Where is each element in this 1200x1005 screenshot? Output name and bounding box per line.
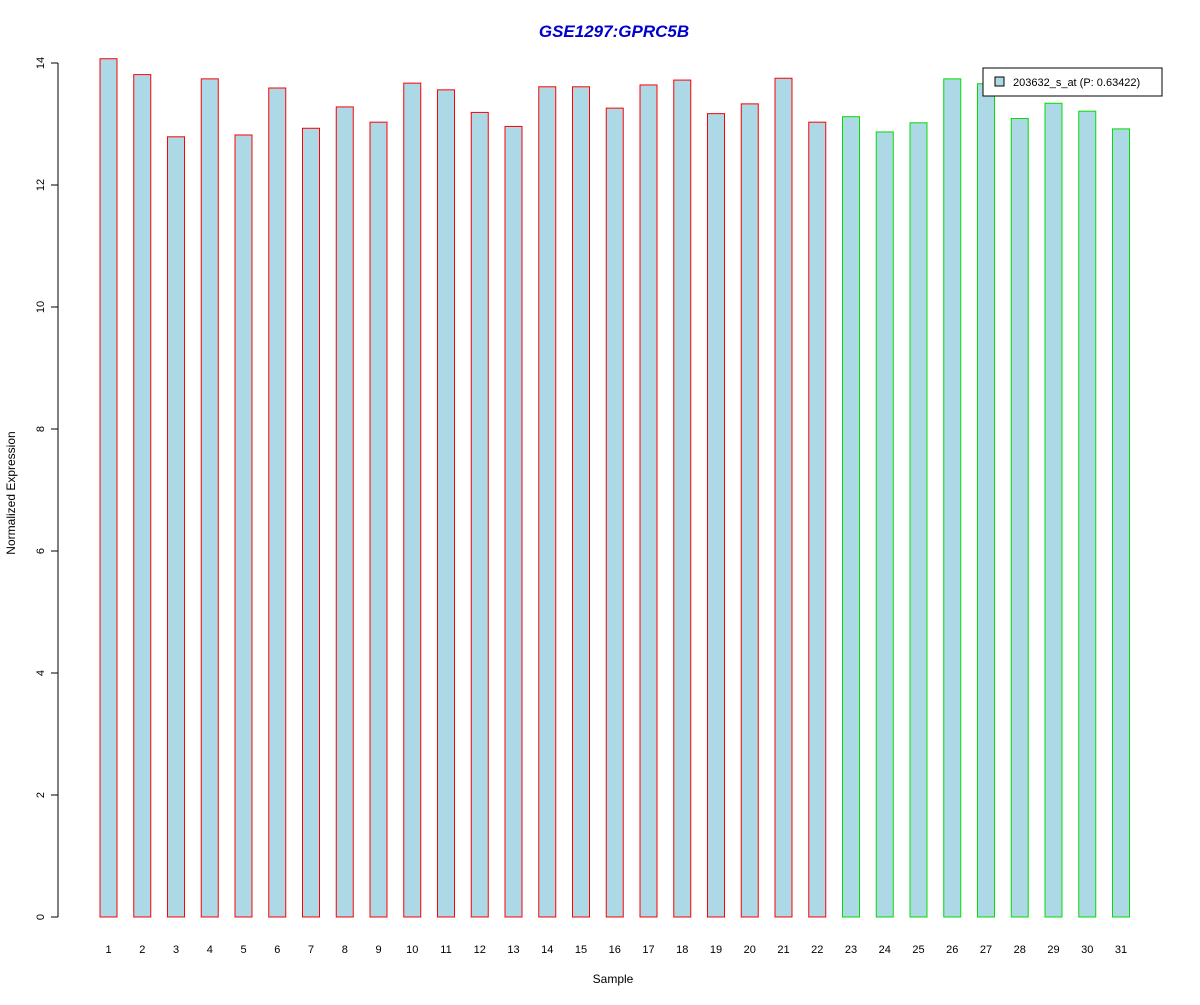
bar-sample-1 [99, 58, 118, 918]
x-tick-label-19: 19 [710, 944, 722, 956]
bar-sample-10 [403, 82, 422, 918]
bar-sample-20 [740, 103, 759, 918]
bar-sample-13 [504, 125, 523, 918]
bar-sample-24 [875, 131, 894, 918]
bar-sample-14 [538, 86, 557, 918]
legend-swatch [994, 76, 1005, 87]
bar-sample-17 [639, 84, 658, 918]
x-tick-label-21: 21 [777, 944, 789, 956]
y-tick-label-2: 2 [35, 792, 47, 798]
bar-sample-11 [437, 89, 455, 918]
x-tick-label-27: 27 [980, 944, 992, 956]
x-tick-label-15: 15 [575, 944, 587, 956]
x-tick-label-8: 8 [342, 944, 348, 956]
bars-layer [99, 58, 1130, 918]
x-tick-label-12: 12 [474, 944, 486, 956]
bar-sample-31 [1112, 128, 1130, 918]
y-tick-label-6: 6 [35, 548, 47, 554]
y-tick-label-4: 4 [35, 670, 47, 676]
bar-sample-5 [234, 134, 253, 918]
y-axis-label: Normalized Expression [4, 431, 18, 554]
x-axis-label: Sample [593, 972, 634, 986]
x-tick-label-30: 30 [1081, 944, 1093, 956]
x-tick-label-10: 10 [406, 944, 418, 956]
bar-sample-27 [977, 83, 995, 918]
bar-sample-2 [133, 74, 152, 918]
bar-sample-22 [808, 121, 827, 918]
bar-sample-15 [572, 86, 590, 918]
bar-sample-7 [302, 127, 320, 918]
x-tick-label-1: 1 [105, 944, 111, 956]
bar-sample-6 [268, 87, 287, 918]
bar-sample-18 [673, 79, 692, 918]
bar-sample-21 [774, 77, 793, 918]
x-tick-label-16: 16 [609, 944, 621, 956]
bar-sample-25 [909, 122, 928, 918]
legend-label: 203632_s_at (P: 0.63422) [1013, 77, 1140, 89]
y-tick-label-14: 14 [35, 57, 47, 69]
y-tick-label-8: 8 [35, 426, 47, 432]
x-tick-label-22: 22 [811, 944, 823, 956]
bar-sample-23 [842, 116, 860, 918]
x-tick-label-25: 25 [912, 944, 924, 956]
bar-sample-3 [167, 136, 185, 918]
x-tick-label-26: 26 [946, 944, 958, 956]
bar-sample-28 [1010, 118, 1029, 918]
x-tick-label-11: 11 [440, 944, 451, 956]
legend-box [982, 67, 1163, 97]
bar-sample-8 [335, 106, 354, 918]
x-tick-label-20: 20 [744, 944, 756, 956]
y-tick-label-12: 12 [35, 179, 47, 191]
x-tick-labels: 1 2 3 4 5 6 7 8 9 10 11 12 13 14 15 16 17 18 19 20 21 22 23 24 2… [105, 944, 1127, 956]
x-tick-label-18: 18 [676, 944, 688, 956]
y-axis: 0 2 4 6 8 10 12 14 [35, 57, 59, 920]
bar-sample-26 [943, 78, 962, 918]
x-tick-label-9: 9 [375, 944, 381, 956]
x-tick-label-17: 17 [642, 944, 654, 956]
bar-sample-29 [1044, 102, 1063, 918]
bar-sample-4 [200, 78, 219, 918]
x-tick-label-24: 24 [879, 944, 891, 956]
x-tick-label-23: 23 [845, 944, 857, 956]
chart-title: GSE1297:GPRC5B [539, 22, 689, 41]
x-tick-label-7: 7 [308, 944, 314, 956]
bar-sample-19 [707, 113, 725, 918]
bar-sample-12 [470, 111, 489, 918]
x-tick-label-4: 4 [207, 944, 213, 956]
x-tick-label-29: 29 [1047, 944, 1059, 956]
y-tick-label-0: 0 [35, 914, 47, 920]
bar-sample-16 [605, 107, 624, 918]
x-tick-label-3: 3 [173, 944, 179, 956]
x-tick-label-31: 31 [1115, 944, 1127, 956]
x-tick-label-5: 5 [240, 944, 246, 956]
legend: 203632_s_at (P: 0.63422) [982, 67, 1163, 97]
x-tick-label-28: 28 [1014, 944, 1026, 956]
x-tick-label-13: 13 [507, 944, 519, 956]
x-tick-label-2: 2 [139, 944, 145, 956]
bar-sample-9 [369, 121, 388, 918]
x-tick-label-14: 14 [541, 944, 553, 956]
y-tick-label-10: 10 [35, 301, 47, 313]
bar-sample-30 [1078, 110, 1097, 918]
x-tick-label-6: 6 [274, 944, 280, 956]
